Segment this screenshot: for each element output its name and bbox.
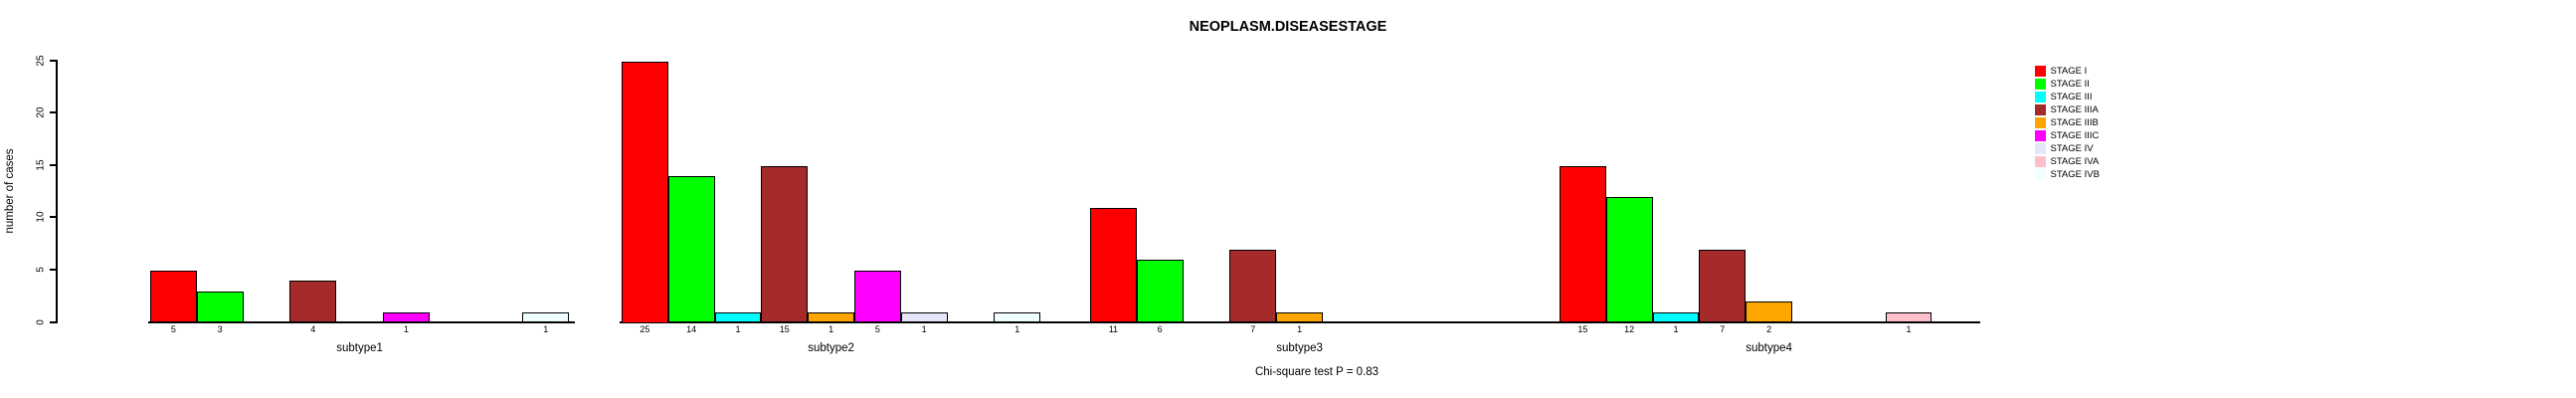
y-axis-tick: [50, 163, 56, 166]
legend-item-stage-ivb: STAGE IVB: [2035, 169, 2100, 180]
legend-item-stage-ii: STAGE II: [2035, 79, 2090, 90]
bar-subtype2-stage-iiib: [808, 311, 854, 323]
bar-subtype1-stage-iiic: [383, 311, 430, 323]
y-axis-tick-label: 25: [35, 55, 47, 67]
legend-color-swatch: [2035, 66, 2046, 77]
group-label-subtype4: subtype4: [1746, 341, 1792, 354]
bar-count-label: 1: [543, 323, 549, 334]
bar-count-label: 1: [1906, 323, 1912, 334]
y-axis-tick: [50, 268, 56, 271]
bar-subtype1-stage-ivb: [522, 311, 570, 323]
bar-count-label: 14: [686, 323, 697, 334]
bar-count-label: 2: [1766, 323, 1772, 334]
bar-subtype4-stage-ii: [1605, 197, 1653, 323]
bar-subtype4-stage-iva: [1885, 311, 1932, 323]
legend-label: STAGE I: [2050, 66, 2088, 77]
bar-count-label: 3: [217, 323, 223, 334]
bar-subtype1-stage-ii: [196, 291, 244, 323]
bar-count-label: 15: [779, 323, 790, 334]
group-label-subtype2: subtype2: [808, 341, 854, 354]
legend-color-swatch: [2035, 79, 2046, 90]
legend-color-swatch: [2035, 117, 2046, 128]
bar-count-label: 1: [1673, 323, 1679, 334]
y-axis-label: number of cases: [4, 148, 16, 234]
bar-subtype2-stage-iii: [714, 311, 762, 323]
bar-subtype3-stage-iiib: [1276, 311, 1323, 323]
legend-item-stage-iv: STAGE IV: [2035, 143, 2094, 154]
legend-label: STAGE III: [2050, 92, 2093, 103]
legend-item-stage-iva: STAGE IVA: [2035, 156, 2099, 167]
legend-label: STAGE IVB: [2050, 169, 2100, 181]
bar-count-label: 25: [640, 323, 650, 334]
x-axis-baseline: [148, 320, 575, 323]
bar-subtype2-stage-ii: [667, 176, 715, 323]
legend-label: STAGE IIIC: [2050, 130, 2100, 142]
y-axis-tick-label: 5: [35, 267, 47, 273]
bar-count-label: 12: [1624, 323, 1635, 334]
legend-item-stage-iiib: STAGE IIIB: [2035, 117, 2099, 128]
legend-color-swatch: [2035, 169, 2046, 180]
y-axis-tick-label: 0: [35, 318, 47, 325]
y-axis-tick-label: 20: [35, 106, 47, 118]
bar-count-label: 1: [403, 323, 409, 334]
legend-label: STAGE II: [2050, 79, 2090, 91]
legend-label: STAGE IV: [2050, 143, 2094, 155]
legend-color-swatch: [2035, 92, 2046, 102]
bar-subtype1-stage-i: [150, 270, 197, 323]
bar-count-label: 7: [1720, 323, 1726, 334]
bar-subtype2-stage-iiic: [854, 270, 901, 323]
legend-color-swatch: [2035, 104, 2046, 115]
bar-count-label: 5: [874, 323, 880, 334]
bar-subtype2-stage-ivb: [994, 311, 1041, 323]
bar-count-label: 4: [310, 323, 316, 334]
legend-label: STAGE IIIB: [2050, 117, 2099, 129]
legend-color-swatch: [2035, 156, 2046, 167]
bar-subtype2-stage-i: [622, 61, 668, 323]
legend-item-stage-i: STAGE I: [2035, 66, 2087, 77]
y-axis-line: [55, 60, 58, 323]
y-axis-tick: [50, 111, 56, 114]
y-axis-tick: [50, 320, 56, 323]
bar-count-label: 5: [170, 323, 176, 334]
group-label-subtype1: subtype1: [336, 341, 383, 354]
legend-item-stage-iiia: STAGE IIIA: [2035, 104, 2099, 115]
bar-count-label: 1: [1014, 323, 1020, 334]
y-axis-tick-label: 15: [35, 159, 47, 171]
legend-label: STAGE IVA: [2050, 156, 2100, 168]
bar-count-label: 1: [828, 323, 834, 334]
bar-subtype3-stage-i: [1090, 207, 1137, 323]
y-axis-tick: [50, 216, 56, 219]
bar-subtype2-stage-iv: [900, 311, 948, 323]
bar-count-label: 11: [1108, 323, 1119, 334]
group-label-subtype3: subtype3: [1276, 341, 1323, 354]
bar-count-label: 1: [1297, 323, 1303, 334]
bar-subtype3-stage-iiia: [1229, 249, 1277, 323]
y-axis-tick-label: 10: [35, 211, 47, 223]
bar-count-label: 1: [921, 323, 927, 334]
bar-subtype3-stage-ii: [1136, 260, 1184, 323]
bar-count-label: 7: [1250, 323, 1256, 334]
bar-subtype4-stage-iiia: [1699, 249, 1747, 323]
chi-square-annotation: Chi-square test P = 0.83: [1254, 366, 1380, 378]
bar-count-label: 6: [1157, 323, 1163, 334]
bar-subtype2-stage-iiia: [761, 165, 809, 323]
bar-subtype1-stage-iiia: [289, 281, 337, 323]
legend-label: STAGE IIIA: [2050, 104, 2099, 116]
bar-subtype4-stage-iii: [1652, 311, 1700, 323]
legend-item-stage-iii: STAGE III: [2035, 92, 2093, 102]
legend-color-swatch: [2035, 143, 2046, 154]
legend-color-swatch: [2035, 130, 2046, 141]
chart-title: NEOPLASM.DISEASESTAGE: [1189, 19, 1387, 35]
bar-subtype4-stage-iiib: [1746, 301, 1792, 323]
bar-count-label: 1: [735, 323, 741, 334]
legend-item-stage-iiic: STAGE IIIC: [2035, 130, 2099, 141]
y-axis-tick: [50, 59, 56, 62]
bar-subtype4-stage-i: [1560, 165, 1606, 323]
bar-count-label: 15: [1577, 323, 1588, 334]
